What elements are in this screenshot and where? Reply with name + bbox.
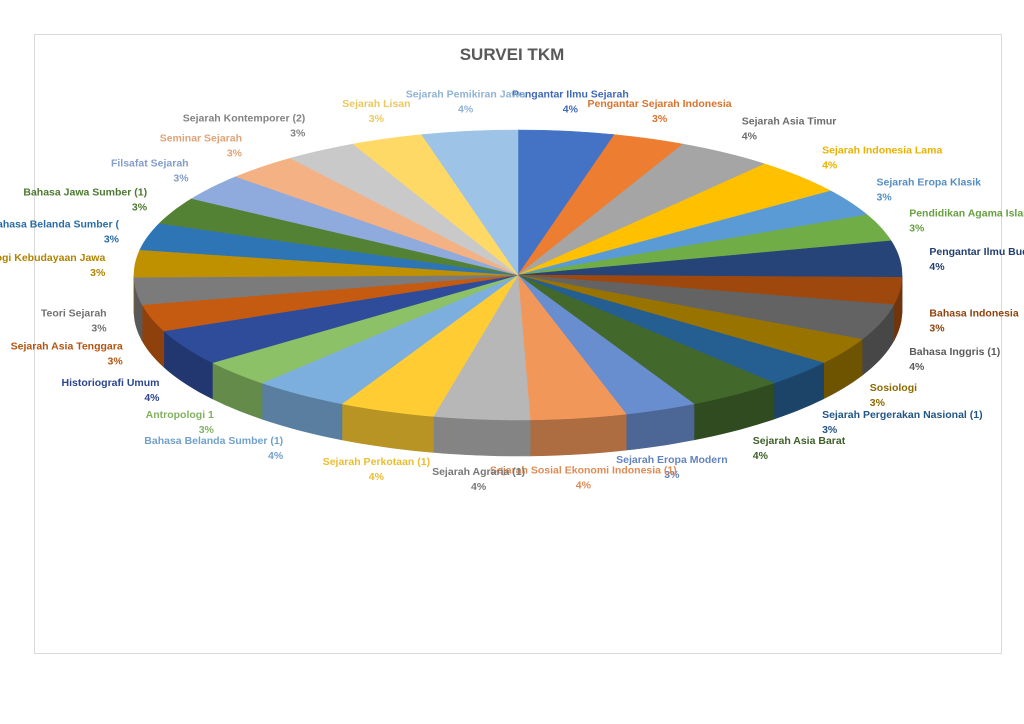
data-value-sejarah-asia-tenggara-19: 3%	[108, 356, 124, 368]
pie-slice-bahasa-jawa-sumber-1-23	[158, 198, 519, 276]
data-label-sejarah-perkotaan-1-15: Sejarah Perkotaan (1)	[323, 456, 430, 468]
data-value-bahasa-jawa-sumber-1-23: 3%	[132, 202, 148, 214]
data-value-pengantar-ilmu-sejarah-0: 4%	[563, 103, 579, 115]
data-value-seminar-sejarah-25: 3%	[227, 148, 243, 160]
data-label-ekologi-kebudayaan-jawa-21: Ekologi Kebudayaan Jawa	[0, 252, 105, 264]
pie-slice-pendidikan-agama-islam-5	[517, 214, 892, 276]
data-label-bahasa-belanda-sumber-1-16: Bahasa Belanda Sumber (1)	[144, 435, 283, 447]
pie-slice-bahasa-belanda-sumber-1-16	[261, 274, 519, 405]
data-value-bahasa-inggris-1-8: 4%	[909, 361, 925, 373]
data-label-bahasa-inggris-1-8: Bahasa Inggris (1)	[909, 346, 1000, 358]
pie-slice-sejarah-eropa-klasik-4	[517, 190, 868, 276]
data-label-seminar-sejarah-25: Seminar Sejarah	[160, 133, 242, 145]
data-value-sosiologi-9: 3%	[870, 397, 886, 409]
data-label-sosiologi-9: Sosiologi	[870, 382, 917, 394]
pie-slice-sejarah-asia-timur-2	[517, 143, 766, 276]
pie-slice-pengantar-ilmu-sejarah-0	[517, 129, 615, 276]
data-value-sejarah-sosial-ekonomi-indonesia-1-13: 4%	[576, 479, 592, 491]
pie-slice-sejarah-kontemporer-2-26	[289, 143, 519, 276]
data-label-sejarah-agraria-1-14: Sejarah Agraria (1)	[432, 466, 525, 478]
pie-slice-filsafat-sejarah-24	[191, 176, 519, 276]
data-label-sejarah-lisan-27: Sejarah Lisan	[342, 98, 410, 110]
data-label-sejarah-asia-tenggara-19: Sejarah Asia Tenggara	[11, 341, 123, 353]
pie-slice-sejarah-eropa-modern-12	[517, 274, 695, 415]
data-value-sejarah-eropa-klasik-4: 3%	[877, 192, 893, 204]
data-label-sejarah-asia-barat-11: Sejarah Asia Barat	[753, 435, 846, 447]
data-label-sejarah-eropa-modern-12: Sejarah Eropa Modern	[616, 454, 727, 466]
data-label-pengantar-ilmu-budaya-6: Pengantar Ilmu Budaya	[929, 246, 1024, 258]
data-label-pengantar-ilmu-sejarah-0: Pengantar Ilmu Sejarah	[512, 88, 629, 100]
data-value-sejarah-indonesia-lama-3: 4%	[822, 160, 838, 172]
data-label-teori-sejarah-20: Teori Sejarah	[41, 307, 107, 319]
pie-slice-sejarah-sosial-ekonomi-indonesia-1-13	[517, 274, 627, 421]
data-value-sejarah-asia-timur-2: 4%	[742, 130, 758, 142]
pie-slice-historiografi-umum-18	[163, 274, 519, 364]
pie-slice-bahasa-inggris-1-8	[517, 274, 895, 340]
pie-slice-sejarah-asia-tenggara-19	[141, 274, 519, 332]
data-value-sejarah-agraria-1-14: 4%	[471, 481, 487, 493]
data-label-sejarah-sosial-ekonomi-indonesia-1-13: Sejarah Sosial Ekonomi Indonesia (1)	[490, 464, 677, 476]
data-label-bahasa-indonesia-7: Bahasa Indonesia	[929, 307, 1018, 319]
data-value-filsafat-sejarah-24: 3%	[173, 173, 189, 185]
pie-side-layer	[133, 275, 903, 457]
pie-side-sejarah-agraria-1-14	[433, 416, 531, 457]
data-label-sejarah-kontemporer-2-26: Sejarah Kontemporer (2)	[183, 112, 306, 124]
data-value-bahasa-indonesia-7: 3%	[929, 322, 945, 334]
data-value-ekologi-kebudayaan-jawa-21: 3%	[90, 267, 106, 279]
data-label-bahasa-jawa-sumber-1-23: Bahasa Jawa Sumber (1)	[23, 187, 147, 199]
data-value-bahasa-belanda-sumber-1-16: 4%	[268, 450, 284, 462]
data-value-sejarah-pergerakan-nasional-1-10: 3%	[822, 424, 838, 436]
pie-slice-sejarah-perkotaan-1-15	[341, 274, 519, 417]
pie-slice-sejarah-asia-barat-11	[517, 274, 775, 405]
data-label-filsafat-sejarah-24: Filsafat Sejarah	[111, 158, 189, 170]
data-label-sejarah-pemikiran-jawa-28: Sejarah Pemikiran Jawa	[406, 88, 526, 100]
data-label-sejarah-asia-timur-2: Sejarah Asia Timur	[742, 115, 837, 127]
data-label-sejarah-pergerakan-nasional-1-10: Sejarah Pergerakan Nasional (1)	[822, 409, 983, 421]
pie-top-layer	[133, 129, 903, 421]
data-value-sejarah-pemikiran-jawa-28: 4%	[458, 103, 474, 115]
pie-slice-antropologi-1-17	[211, 274, 519, 384]
pie-slice-sejarah-lisan-27	[352, 134, 519, 276]
pie-side-sejarah-sosial-ekonomi-indonesia-1-13	[529, 413, 627, 457]
data-value-pendidikan-agama-islam-5: 3%	[909, 223, 925, 235]
chart-title: SURVEI TKM	[459, 45, 565, 64]
pie-slice-sosiologi-9	[517, 274, 863, 364]
data-labels: Pengantar Ilmu Sejarah 4% Pengantar Sejara…	[0, 88, 1024, 492]
pie-slice-sejarah-pergerakan-nasional-1-10	[517, 274, 825, 384]
pie-slice-pengantar-sejarah-indonesia-1	[517, 134, 684, 276]
data-value-sejarah-kontemporer-2-26: 3%	[290, 127, 306, 139]
data-value-sejarah-eropa-modern-12: 3%	[664, 469, 680, 481]
data-value-teori-sejarah-20: 3%	[91, 322, 107, 334]
data-label-bahasa-belanda-sumber-22: Bahasa Belanda Sumber (	[0, 218, 119, 230]
data-label-sejarah-eropa-klasik-4: Sejarah Eropa Klasik	[877, 177, 982, 189]
pie-slice-seminar-sejarah-25	[235, 157, 519, 276]
data-value-bahasa-belanda-sumber-22: 3%	[104, 233, 120, 245]
data-value-historiografi-umum-18: 4%	[144, 392, 160, 404]
data-value-antropologi-1-17: 3%	[199, 424, 215, 436]
data-label-pendidikan-agama-islam-5: Pendidikan Agama Islam	[909, 208, 1024, 220]
data-value-sejarah-perkotaan-1-15: 4%	[369, 471, 385, 483]
data-label-sejarah-indonesia-lama-3: Sejarah Indonesia Lama	[822, 145, 942, 157]
pie-slice-sejarah-agraria-1-14	[432, 274, 531, 421]
pie-slice-sejarah-indonesia-lama-3	[517, 163, 832, 276]
data-label-historiografi-umum-18: Historiografi Umum	[61, 377, 159, 389]
data-label-antropologi-1-17: Antropologi 1	[146, 409, 214, 421]
pie-slice-ekologi-kebudayaan-jawa-21	[133, 249, 519, 278]
data-value-pengantar-ilmu-budaya-6: 4%	[929, 261, 945, 273]
pie-slice-bahasa-belanda-sumber-22	[139, 223, 519, 276]
pie-slice-pengantar-ilmu-budaya-6	[517, 240, 903, 278]
data-value-sejarah-asia-barat-11: 4%	[753, 450, 769, 462]
pie-slice-sejarah-pemikiran-jawa-28	[421, 129, 519, 276]
data-value-pengantar-sejarah-indonesia-1: 3%	[652, 113, 668, 125]
data-label-pengantar-sejarah-indonesia-1: Pengantar Sejarah Indonesia	[588, 98, 732, 110]
data-value-sejarah-lisan-27: 3%	[369, 113, 385, 125]
pie-slice-teori-sejarah-20	[133, 274, 519, 305]
